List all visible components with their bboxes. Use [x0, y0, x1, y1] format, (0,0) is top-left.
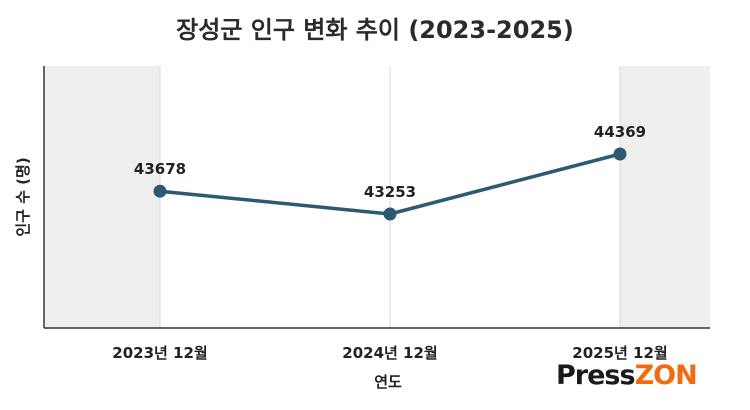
shaded-band-left [45, 66, 160, 328]
chart-title: 장성군 인구 변화 추이 (2023-2025) [176, 16, 574, 44]
data-label-3: 44369 [594, 123, 646, 141]
data-labels: 43678 43253 44369 [134, 123, 646, 201]
data-label-2: 43253 [364, 183, 416, 201]
data-markers [153, 147, 627, 221]
data-point-3 [613, 147, 627, 161]
x-axis-label: 연도 [374, 373, 402, 391]
logo-prefix: Press [556, 360, 636, 391]
logo-suffix: ZON [634, 360, 698, 391]
y-axis-label: 인구 수 (명) [14, 157, 32, 236]
x-tick-label-3: 2025년 12월 [572, 344, 667, 362]
shaded-band-right [620, 66, 710, 328]
x-tick-label-1: 2023년 12월 [112, 344, 207, 362]
shaded-bands [45, 66, 710, 328]
data-point-1 [153, 184, 167, 198]
x-tick-label-2: 2024년 12월 [342, 344, 437, 362]
presszon-logo: PressZON [556, 360, 698, 391]
data-label-1: 43678 [134, 160, 186, 178]
data-point-2 [383, 207, 397, 221]
x-tick-labels: 2023년 12월 2024년 12월 2025년 12월 [112, 344, 667, 362]
